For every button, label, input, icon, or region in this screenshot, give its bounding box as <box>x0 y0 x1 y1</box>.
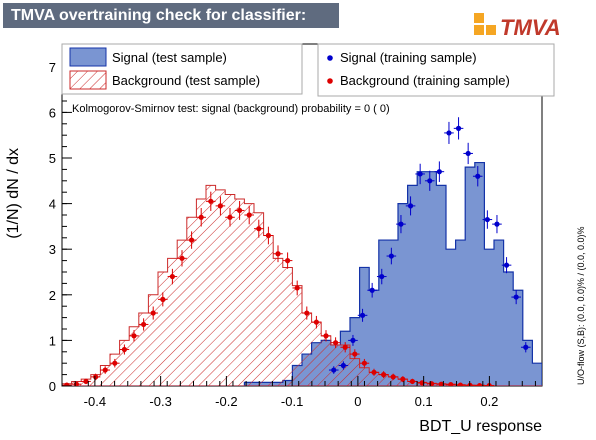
signal-train-point <box>523 344 529 350</box>
signal-train-point <box>417 171 423 177</box>
background-train-point <box>208 198 214 204</box>
signal-train-point <box>340 362 346 369</box>
y-tick-label: 3 <box>49 242 56 257</box>
background-train-point <box>304 310 310 316</box>
background-train-point <box>333 340 339 346</box>
background-train-point <box>64 382 70 386</box>
signal-train-point <box>455 125 462 131</box>
signal-train-point <box>427 178 433 184</box>
background-train-point <box>83 378 89 385</box>
y-axis-title: (1/N) dN / dx <box>5 148 22 239</box>
y-tick-label: 4 <box>49 197 56 212</box>
background-train-point <box>361 360 367 366</box>
y-tick-label: 0 <box>49 379 56 394</box>
signal-train-point <box>350 337 356 343</box>
x-tick-label: 0.2 <box>480 394 498 409</box>
signal-train-point <box>436 169 442 175</box>
signal-train-point <box>513 294 519 300</box>
background-train-point <box>198 214 204 220</box>
signal-train-point <box>388 253 394 259</box>
background-train-point <box>169 273 175 280</box>
background-train-point <box>237 207 243 214</box>
background-train-point <box>121 346 127 353</box>
legend-background-train-label: Background (training sample) <box>340 73 510 88</box>
background-train-point <box>160 296 166 302</box>
background-train-point <box>189 237 195 243</box>
logo-orange-square-3 <box>486 25 496 35</box>
background-train-point <box>112 360 118 366</box>
legend-signal-train-marker <box>327 55 333 61</box>
background-train-point <box>131 333 137 339</box>
x-tick-label: 0.1 <box>415 394 433 409</box>
logo-orange-square-2 <box>474 25 484 35</box>
background-train-point <box>390 374 396 380</box>
background-train-point <box>352 351 358 357</box>
background-train-point <box>477 382 483 386</box>
background-train-point <box>141 321 147 328</box>
tmva-logo: TMVA <box>474 13 561 40</box>
y-tick-label: 1 <box>49 333 56 348</box>
y-tick-label: 7 <box>49 60 56 75</box>
signal-train-point <box>369 287 375 293</box>
background-train-point <box>256 226 262 232</box>
background-train-point <box>102 367 108 373</box>
background-train-point <box>409 378 415 385</box>
signal-train-point <box>359 312 366 318</box>
x-axis-title: BDT_U response <box>419 418 542 435</box>
legend-signal-test-swatch <box>69 47 107 67</box>
background-train-point <box>457 382 463 386</box>
background-train-point <box>342 344 348 350</box>
background-train-point <box>246 212 252 218</box>
legend-signal-test-label: Signal (test sample) <box>112 50 227 65</box>
background-train-point <box>448 382 454 386</box>
x-tick-label: -0.2 <box>215 394 237 409</box>
background-train-point <box>294 285 300 291</box>
signal-train-point <box>494 221 500 227</box>
ks-test-text: Kolmogorov-Smirnov test: signal (backgro… <box>72 103 390 115</box>
background-train-point <box>371 369 377 375</box>
x-tick-label: 0 <box>354 394 361 409</box>
x-tick-label: -0.3 <box>149 394 171 409</box>
background-train-point <box>313 319 319 325</box>
signal-train-point <box>379 273 385 280</box>
legend: Signal (test sample) Background (test sa… <box>61 43 555 97</box>
y-tick-label: 5 <box>49 151 56 166</box>
x-tick-label: -0.1 <box>281 394 303 409</box>
signal-train-point <box>475 173 481 179</box>
signal-test-histogram <box>62 161 542 386</box>
signal-train-point <box>446 130 452 136</box>
background-train-point <box>227 214 233 220</box>
legend-background-test-label: Background (test sample) <box>112 73 260 88</box>
x-tick-label: -0.4 <box>84 394 106 409</box>
signal-train-point <box>503 262 510 268</box>
signal-train-point <box>398 221 404 227</box>
background-train-point <box>265 232 271 239</box>
y-tick-label: 6 <box>49 105 56 120</box>
signal-train-point <box>465 150 471 157</box>
background-train-point <box>323 333 329 339</box>
background-train-point <box>285 258 291 264</box>
background-train-point <box>275 251 281 257</box>
y-tick-label: 2 <box>49 288 56 303</box>
background-train-point <box>179 255 185 261</box>
logo-orange-square-1 <box>474 13 484 23</box>
signal-train-point <box>484 216 490 223</box>
legend-signal-train-label: Signal (training sample) <box>340 50 477 65</box>
plot-title: TMVA overtraining check for classifier: … <box>3 3 339 49</box>
overflow-text: U/O-flow (S,B): (0.0, 0.0)% / (0.0, 0.0)… <box>576 226 586 385</box>
background-train-point <box>400 376 406 382</box>
background-train-point <box>438 381 444 386</box>
background-train-point <box>381 372 387 378</box>
signal-train-point <box>331 367 337 373</box>
background-train-point <box>73 381 79 386</box>
background-train-point <box>217 203 223 209</box>
background-train-point <box>93 374 99 380</box>
background-train-point <box>150 310 156 316</box>
logo-text: TMVA <box>500 15 561 40</box>
legend-background-test-swatch <box>69 70 107 90</box>
legend-background-train-marker <box>327 78 333 84</box>
signal-train-point <box>407 203 414 209</box>
